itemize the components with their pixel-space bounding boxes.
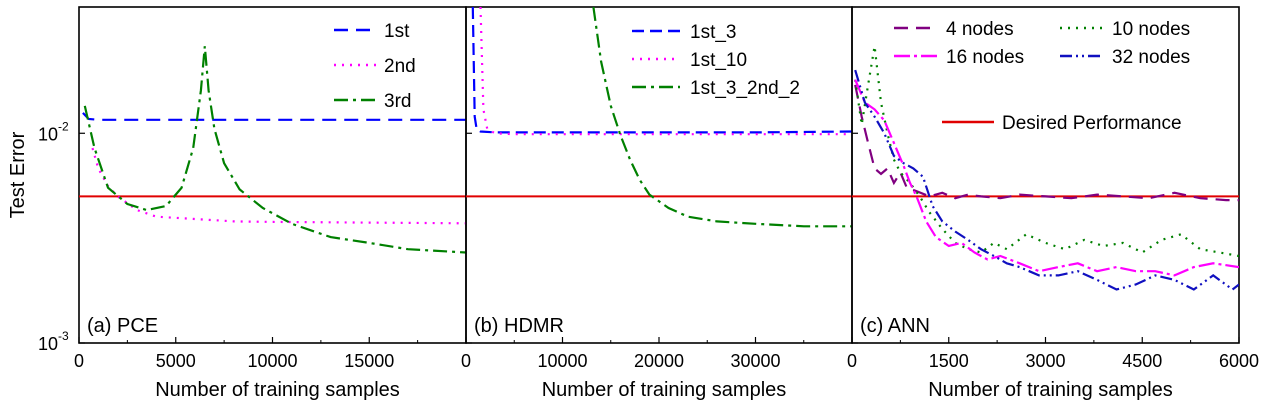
x-tick-label: 4500 bbox=[1122, 351, 1162, 371]
svg-text:10: 10 bbox=[38, 124, 58, 144]
x-tick-label: 0 bbox=[847, 351, 857, 371]
panel-ann: 0 1500 3000 4500 6000 Number of training samp… bbox=[847, 6, 1259, 401]
x-axis-title: Number of training samples bbox=[542, 379, 787, 401]
x-tick-label: 0 bbox=[461, 351, 471, 371]
x-axis-title: Number of training samples bbox=[155, 379, 400, 401]
x-tick-label: 10000 bbox=[537, 351, 587, 371]
series-line-1st-3-2nd-2 bbox=[592, 7, 852, 228]
x-tick-label: 1500 bbox=[929, 351, 969, 371]
panel-label: (a) PCE bbox=[87, 315, 158, 337]
panel-hdmr: 0 10000 20000 30000 Number of training sampl… bbox=[461, 6, 853, 401]
series-line-1st-3 bbox=[471, 7, 852, 134]
legend-entry: 1st_3_2nd_2 bbox=[690, 78, 800, 99]
legend-entry: 2nd bbox=[384, 56, 416, 77]
series-line-32-nodes bbox=[854, 69, 1239, 291]
legend-entry: 16 nodes bbox=[946, 47, 1024, 68]
x-tick-label: 20000 bbox=[634, 351, 684, 371]
y-tick-label: 10 -2 bbox=[38, 119, 69, 144]
x-tick-label: 0 bbox=[74, 351, 84, 371]
x-tick-label: 30000 bbox=[730, 351, 780, 371]
legend: 1st_3 1st_10 1st_3_2nd_2 bbox=[632, 22, 800, 99]
y-axis-title: Test Error bbox=[7, 131, 29, 218]
series-line-1st-10 bbox=[479, 7, 852, 136]
series-line-10-nodes bbox=[854, 46, 1239, 258]
legend-entry: 1st_3 bbox=[690, 22, 736, 43]
panel-pce: 0 5000 10000 15000 Number of training sample… bbox=[74, 6, 467, 401]
legend: 4 nodes 10 nodes 16 nodes 32 nodes Desired P… bbox=[894, 19, 1232, 136]
legend-entry: 1st_10 bbox=[690, 50, 747, 71]
legend-entry: 3rd bbox=[384, 91, 411, 112]
series-line-1st bbox=[82, 112, 466, 121]
legend-entry: 32 nodes bbox=[1112, 47, 1190, 68]
legend-entry: 1st bbox=[384, 21, 410, 42]
legend-entry: 10 nodes bbox=[1112, 19, 1190, 40]
svg-text:-2: -2 bbox=[58, 119, 69, 133]
plot-frame bbox=[465, 6, 853, 344]
x-tick-label: 10000 bbox=[247, 351, 297, 371]
legend: 1st 2nd 3rd bbox=[334, 21, 416, 112]
series-line-2nd bbox=[91, 147, 466, 225]
series-line-16-nodes bbox=[854, 79, 1239, 277]
x-axis-title: Number of training samples bbox=[928, 379, 1173, 401]
legend-entry: 4 nodes bbox=[946, 19, 1014, 40]
series-line-4-nodes bbox=[854, 84, 1239, 202]
x-tick-label: 15000 bbox=[344, 351, 394, 371]
svg-text:-3: -3 bbox=[58, 329, 69, 343]
panel-label: (b) HDMR bbox=[474, 315, 564, 337]
legend-entry-desired-performance: Desired Performance bbox=[1002, 113, 1182, 134]
x-tick-label: 6000 bbox=[1219, 351, 1259, 371]
series-line-3rd bbox=[83, 46, 466, 254]
svg-text:10: 10 bbox=[38, 334, 58, 354]
panel-label: (c) ANN bbox=[860, 315, 930, 337]
x-tick-label: 5000 bbox=[156, 351, 196, 371]
x-tick-label: 3000 bbox=[1025, 351, 1065, 371]
y-tick-label: 10 -3 bbox=[38, 329, 69, 354]
